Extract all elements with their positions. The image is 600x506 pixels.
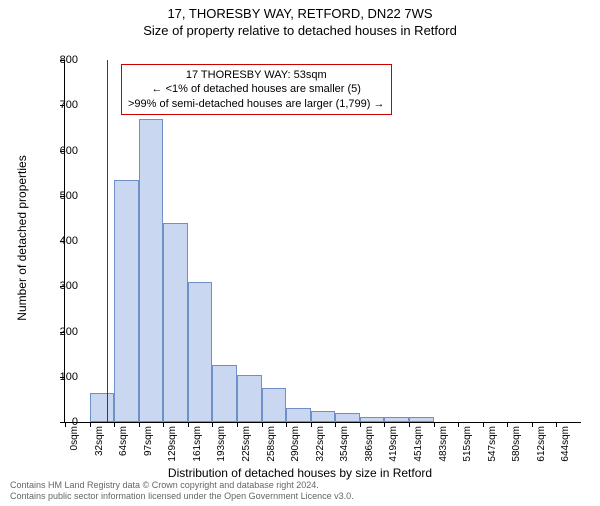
x-tick-label: 193sqm	[216, 426, 227, 470]
x-tick-label: 547sqm	[487, 426, 498, 470]
footnote-line1: Contains HM Land Registry data © Crown c…	[10, 480, 319, 490]
x-tick-label: 161sqm	[192, 426, 203, 470]
x-tick-label: 32sqm	[94, 426, 105, 470]
x-tick-label: 515sqm	[462, 426, 473, 470]
x-tick-label: 644sqm	[560, 426, 571, 470]
histogram-bar	[384, 417, 409, 422]
y-tick-label: 700	[38, 99, 78, 111]
histogram-bar	[262, 388, 287, 422]
x-tick-label: 225sqm	[241, 426, 252, 470]
x-tick	[139, 422, 140, 427]
x-tick-label: 97sqm	[143, 426, 154, 470]
x-tick	[384, 422, 385, 427]
x-tick	[188, 422, 189, 427]
x-tick	[90, 422, 91, 427]
y-tick-label: 500	[38, 190, 78, 202]
x-tick	[212, 422, 213, 427]
x-tick-label: 483sqm	[438, 426, 449, 470]
annotation-box: 17 THORESBY WAY: 53sqm← <1% of detached …	[121, 64, 392, 115]
x-axis-label: Distribution of detached houses by size …	[0, 466, 600, 480]
x-tick-label: 258sqm	[266, 426, 277, 470]
histogram-bar	[212, 365, 237, 422]
x-tick	[286, 422, 287, 427]
histogram-bar	[188, 282, 213, 422]
histogram-chart: 0sqm32sqm64sqm97sqm129sqm161sqm193sqm225…	[64, 60, 581, 423]
histogram-bar	[311, 411, 336, 422]
y-tick-label: 0	[38, 416, 78, 428]
x-tick-label: 580sqm	[511, 426, 522, 470]
y-axis-label: Number of detached properties	[15, 138, 29, 338]
x-tick	[335, 422, 336, 427]
y-tick-label: 400	[38, 235, 78, 247]
x-tick	[458, 422, 459, 427]
x-tick-label: 386sqm	[364, 426, 375, 470]
x-tick	[409, 422, 410, 427]
histogram-bar	[360, 417, 385, 422]
annotation-line3: >99% of semi-detached houses are larger …	[128, 97, 385, 111]
x-tick	[434, 422, 435, 427]
x-tick	[360, 422, 361, 427]
histogram-bar	[163, 223, 188, 422]
footnote: Contains HM Land Registry data © Crown c…	[10, 480, 354, 502]
x-tick-label: 612sqm	[536, 426, 547, 470]
y-tick-label: 300	[38, 280, 78, 292]
annotation-line2: ← <1% of detached houses are smaller (5)	[128, 82, 385, 96]
x-tick	[114, 422, 115, 427]
x-tick-label: 419sqm	[388, 426, 399, 470]
x-tick-label: 354sqm	[339, 426, 350, 470]
histogram-bar	[139, 119, 164, 422]
x-tick	[163, 422, 164, 427]
x-tick	[483, 422, 484, 427]
annotation-line1: 17 THORESBY WAY: 53sqm	[128, 68, 385, 82]
histogram-bar	[335, 413, 360, 422]
histogram-bar	[90, 393, 115, 422]
x-tick	[237, 422, 238, 427]
histogram-bar	[286, 408, 311, 422]
y-tick-label: 200	[38, 326, 78, 338]
x-tick	[556, 422, 557, 427]
x-tick	[311, 422, 312, 427]
x-tick-label: 0sqm	[69, 426, 80, 470]
x-tick	[507, 422, 508, 427]
histogram-bar	[409, 417, 434, 422]
x-tick-label: 129sqm	[167, 426, 178, 470]
x-tick-label: 322sqm	[315, 426, 326, 470]
x-tick	[532, 422, 533, 427]
x-tick-label: 451sqm	[413, 426, 424, 470]
x-tick-label: 290sqm	[290, 426, 301, 470]
y-tick-label: 800	[38, 54, 78, 66]
histogram-bar	[114, 180, 139, 422]
y-tick-label: 100	[38, 371, 78, 383]
y-tick-label: 600	[38, 145, 78, 157]
reference-line	[107, 60, 108, 422]
x-tick	[262, 422, 263, 427]
x-tick-label: 64sqm	[118, 426, 129, 470]
histogram-bar	[237, 375, 262, 423]
page-subtitle: Size of property relative to detached ho…	[0, 23, 600, 38]
page-title: 17, THORESBY WAY, RETFORD, DN22 7WS	[0, 6, 600, 21]
